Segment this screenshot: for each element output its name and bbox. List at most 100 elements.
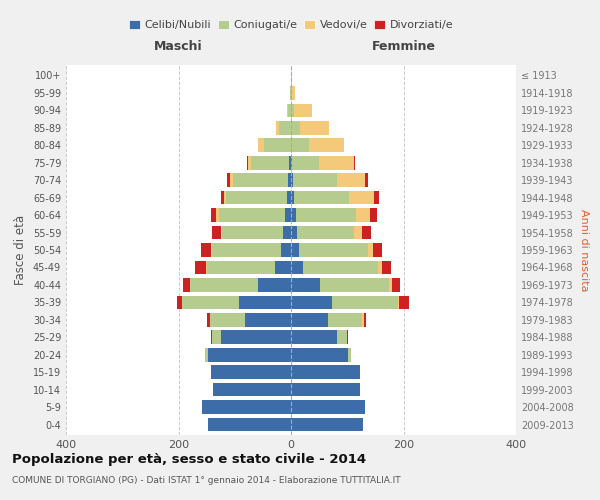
Bar	[247, 156, 248, 170]
Bar	[370, 208, 377, 222]
Bar	[205, 260, 206, 274]
Bar	[211, 243, 212, 257]
Bar	[183, 278, 190, 291]
Bar	[276, 121, 278, 134]
Bar	[398, 296, 399, 309]
Bar	[349, 191, 374, 204]
Bar	[221, 226, 222, 239]
Bar	[182, 296, 239, 309]
Bar	[337, 174, 365, 187]
Bar	[309, 138, 344, 152]
Bar	[291, 383, 359, 396]
Bar	[362, 226, 371, 239]
Bar	[211, 366, 291, 379]
Bar	[288, 104, 291, 117]
Bar	[377, 260, 382, 274]
Bar	[292, 86, 295, 100]
Text: Maschi: Maschi	[154, 40, 203, 53]
Bar	[331, 296, 398, 309]
Bar	[354, 156, 355, 170]
Bar	[221, 191, 223, 204]
Text: Popolazione per età, sesso e stato civile - 2014: Popolazione per età, sesso e stato civil…	[12, 452, 366, 466]
Bar	[278, 121, 291, 134]
Bar	[296, 226, 354, 239]
Bar	[291, 313, 328, 326]
Bar	[291, 418, 363, 432]
Bar	[294, 191, 349, 204]
Bar	[283, 226, 291, 239]
Bar	[347, 330, 349, 344]
Bar	[291, 191, 294, 204]
Bar	[178, 296, 182, 309]
Bar	[293, 174, 337, 187]
Bar	[207, 313, 210, 326]
Bar	[208, 348, 291, 362]
Bar	[364, 313, 367, 326]
Bar	[365, 174, 367, 187]
Bar	[291, 296, 331, 309]
Y-axis label: Anni di nascita: Anni di nascita	[579, 209, 589, 291]
Bar	[286, 208, 291, 222]
Text: COMUNE DI TORGIANO (PG) - Dati ISTAT 1° gennaio 2014 - Elaborazione TUTTITALIA.I: COMUNE DI TORGIANO (PG) - Dati ISTAT 1° …	[12, 476, 401, 485]
Bar	[239, 296, 291, 309]
Bar	[304, 260, 377, 274]
Bar	[296, 208, 356, 222]
Bar	[367, 243, 373, 257]
Bar	[221, 330, 291, 344]
Bar	[291, 156, 292, 170]
Bar	[264, 138, 291, 152]
Bar	[219, 208, 286, 222]
Bar	[190, 278, 259, 291]
Bar	[291, 400, 365, 414]
Bar	[291, 243, 299, 257]
Bar	[399, 296, 409, 309]
Bar	[382, 260, 391, 274]
Bar	[245, 313, 291, 326]
Bar	[291, 104, 294, 117]
Bar	[259, 138, 264, 152]
Bar	[211, 208, 216, 222]
Bar	[223, 191, 226, 204]
Bar	[287, 104, 288, 117]
Bar	[349, 348, 351, 362]
Bar	[251, 156, 289, 170]
Bar	[211, 330, 212, 344]
Bar	[291, 121, 300, 134]
Bar	[226, 191, 287, 204]
Bar	[214, 383, 291, 396]
Bar	[289, 156, 291, 170]
Bar	[291, 366, 359, 379]
Bar	[356, 208, 370, 222]
Bar	[291, 278, 320, 291]
Bar	[291, 138, 309, 152]
Bar	[281, 243, 291, 257]
Bar	[222, 226, 283, 239]
Bar	[328, 313, 362, 326]
Bar	[233, 174, 288, 187]
Bar	[212, 330, 221, 344]
Bar	[291, 208, 296, 222]
Bar	[320, 278, 389, 291]
Bar	[291, 226, 296, 239]
Bar	[290, 86, 291, 100]
Bar	[275, 260, 291, 274]
Bar	[206, 260, 275, 274]
Text: Femmine: Femmine	[371, 40, 436, 53]
Bar	[299, 243, 367, 257]
Bar	[212, 243, 281, 257]
Bar	[248, 156, 251, 170]
Bar	[354, 226, 362, 239]
Bar	[337, 330, 347, 344]
Y-axis label: Fasce di età: Fasce di età	[14, 215, 27, 285]
Bar	[291, 348, 349, 362]
Legend: Celibi/Nubili, Coniugati/e, Vedovi/e, Divorziati/e: Celibi/Nubili, Coniugati/e, Vedovi/e, Di…	[124, 15, 458, 34]
Bar	[291, 330, 337, 344]
Bar	[259, 278, 291, 291]
Bar	[291, 174, 293, 187]
Bar	[230, 174, 233, 187]
Bar	[300, 121, 329, 134]
Bar	[227, 174, 230, 187]
Bar	[373, 243, 382, 257]
Bar	[291, 260, 304, 274]
Bar	[202, 400, 291, 414]
